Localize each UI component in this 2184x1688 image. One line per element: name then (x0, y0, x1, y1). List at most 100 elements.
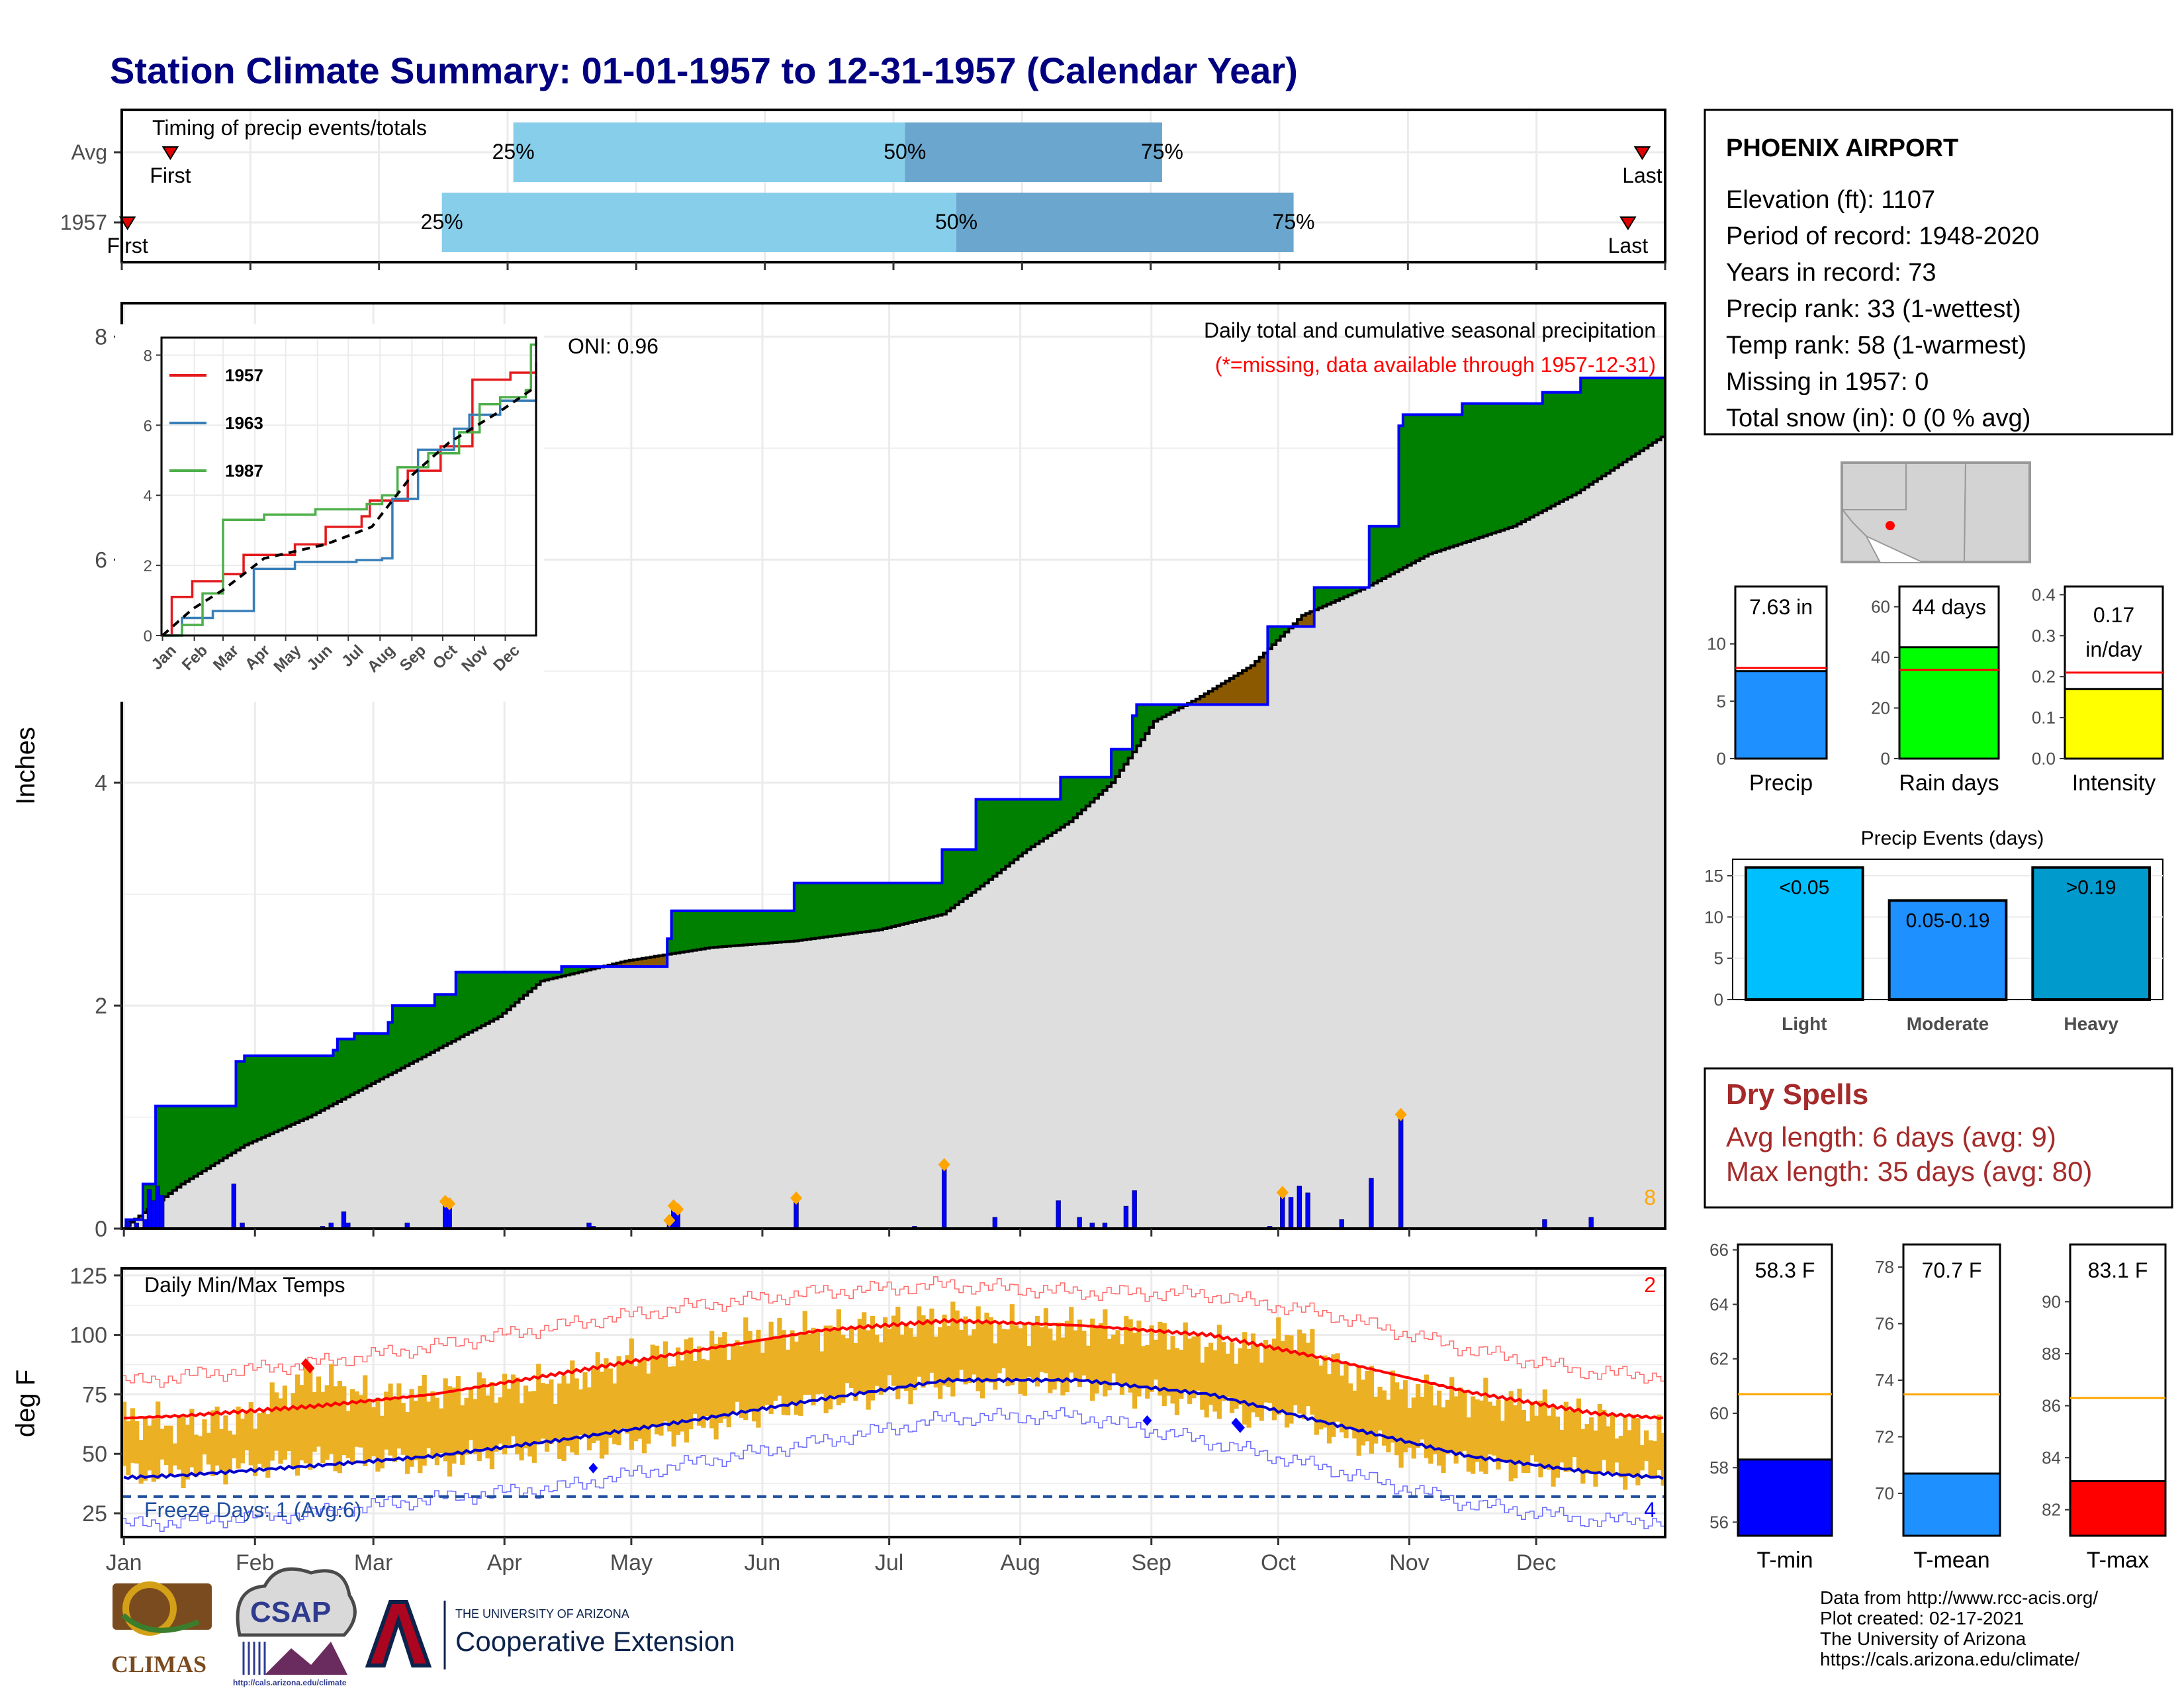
surplus-fill (1377, 526, 1383, 581)
daily-temp-bar (367, 1401, 372, 1462)
daily-temp-bar (451, 1387, 457, 1464)
daily-temp-bar (1271, 1338, 1277, 1421)
surplus-fill (506, 972, 512, 1010)
surplus-fill (1347, 587, 1353, 595)
last-event-label: Last (1608, 234, 1649, 258)
surplus-fill (1043, 799, 1048, 839)
daily-temp-bar (498, 1397, 503, 1444)
daily-temp-bar (1436, 1390, 1442, 1466)
surplus-fill (1280, 626, 1285, 637)
surplus-fill (430, 1006, 435, 1053)
summary-value-label: in/day (2085, 637, 2142, 661)
daily-precip-bar (1280, 1194, 1285, 1229)
deficit-fill (1297, 619, 1302, 627)
daily-temp-bar (984, 1312, 989, 1382)
summary-y-tick-label: 0.1 (2032, 708, 2056, 727)
surplus-fill (1149, 704, 1154, 727)
summary-value-label: 44 days (1912, 595, 1986, 619)
surplus-fill (473, 972, 478, 1031)
daily-temp-bar (844, 1338, 850, 1383)
daily-temp-bar (1140, 1346, 1146, 1387)
timing-p50-label: 50% (884, 140, 926, 164)
surplus-fill (1496, 403, 1501, 532)
daily-temp-bar (1073, 1330, 1078, 1379)
record-min-count: 4 (1644, 1498, 1656, 1522)
record-low-marker (588, 1462, 598, 1474)
surplus-fill (1035, 799, 1040, 844)
surplus-fill (485, 972, 490, 1024)
surplus-fill (1271, 626, 1277, 645)
daily-temp-bar (747, 1331, 752, 1410)
surplus-fill (1436, 414, 1441, 551)
daily-temp-bar (1610, 1414, 1615, 1474)
station-detail: Temp rank: 58 (1-warmest) (1726, 332, 2026, 359)
surplus-fill (1052, 799, 1057, 833)
daily-temp-bar (1356, 1366, 1361, 1456)
daily-temp-bar (1136, 1320, 1142, 1397)
surplus-fill (565, 966, 570, 975)
temp-y-axis-title: deg F (11, 1370, 40, 1437)
daily-temp-bar (375, 1397, 381, 1472)
surplus-fill (1077, 776, 1082, 814)
deficit-fill (637, 959, 643, 967)
csap-logo-text: CSAP (250, 1596, 331, 1628)
temp-bar-y-tick-label: 60 (1709, 1403, 1729, 1423)
inset-y-tick-label: 2 (144, 557, 152, 575)
daily-temp-bar (967, 1335, 972, 1383)
surplus-fill (185, 1105, 190, 1182)
surplus-fill (786, 910, 791, 942)
daily-temp-bar (1259, 1362, 1264, 1421)
deficit-fill (1191, 701, 1197, 705)
record-low-marker (1235, 1422, 1245, 1433)
daily-precip-bar (142, 1219, 148, 1229)
surplus-fill (1048, 799, 1053, 836)
surplus-fill (713, 910, 719, 948)
daily-precip-bar (1339, 1219, 1344, 1229)
station-info-panel: PHOENIX AIRPORT Elevation (ft): 1107 Perio… (1704, 109, 2173, 436)
first-event-marker (161, 146, 179, 160)
daily-temp-bar (151, 1419, 156, 1482)
events-y-tick-label: 10 (1704, 907, 1723, 927)
daily-temp-bar (1627, 1430, 1632, 1476)
temp-bar-y-tick-label: 84 (2042, 1448, 2061, 1468)
surplus-fill (358, 1033, 363, 1091)
surplus-fill (1453, 414, 1459, 546)
summary-bar (1898, 646, 2000, 760)
footer-line: Data from http://www.rcc-acis.org/ (1820, 1587, 2099, 1608)
daily-temp-bar (257, 1413, 262, 1464)
surplus-fill (1158, 704, 1163, 720)
station-location-dot (1886, 521, 1895, 530)
surplus-fill (168, 1105, 173, 1194)
surplus-fill (954, 849, 960, 905)
daily-temp-bar (1043, 1308, 1048, 1374)
daily-temp-bar (1166, 1349, 1171, 1396)
daily-precip-bar (146, 1189, 152, 1229)
surplus-fill (1153, 704, 1158, 722)
daily-temp-bar (1077, 1319, 1083, 1387)
surplus-fill (1500, 403, 1505, 531)
surplus-fill (1602, 377, 1607, 477)
daily-temp-bar (1158, 1321, 1163, 1396)
daily-temp-bar (1200, 1362, 1205, 1410)
first-event-label: First (150, 164, 191, 187)
daily-temp-bar (764, 1338, 770, 1405)
inset-normal-line (161, 385, 537, 637)
surplus-fill (396, 1006, 402, 1070)
surplus-fill (282, 1055, 287, 1129)
surplus-fill (1504, 403, 1510, 530)
surplus-fill (1580, 377, 1586, 491)
temp-value-label: 83.1 F (2088, 1258, 2148, 1282)
surplus-fill (244, 1055, 250, 1145)
deficit-fill (1301, 615, 1306, 627)
deficit-fill (1225, 680, 1230, 705)
station-name: PHOENIX AIRPORT (1726, 134, 1958, 162)
surplus-fill (1343, 587, 1349, 597)
daily-temp-bar (138, 1440, 144, 1484)
station-detail: Precip rank: 33 (1-wettest) (1726, 295, 2021, 323)
first-event-label: First (107, 234, 148, 258)
surplus-fill (1398, 426, 1404, 570)
daily-temp-bar (739, 1346, 744, 1418)
daily-temp-bar (549, 1379, 554, 1444)
locator-map (1841, 461, 2031, 563)
daily-temp-bar (1331, 1354, 1336, 1437)
